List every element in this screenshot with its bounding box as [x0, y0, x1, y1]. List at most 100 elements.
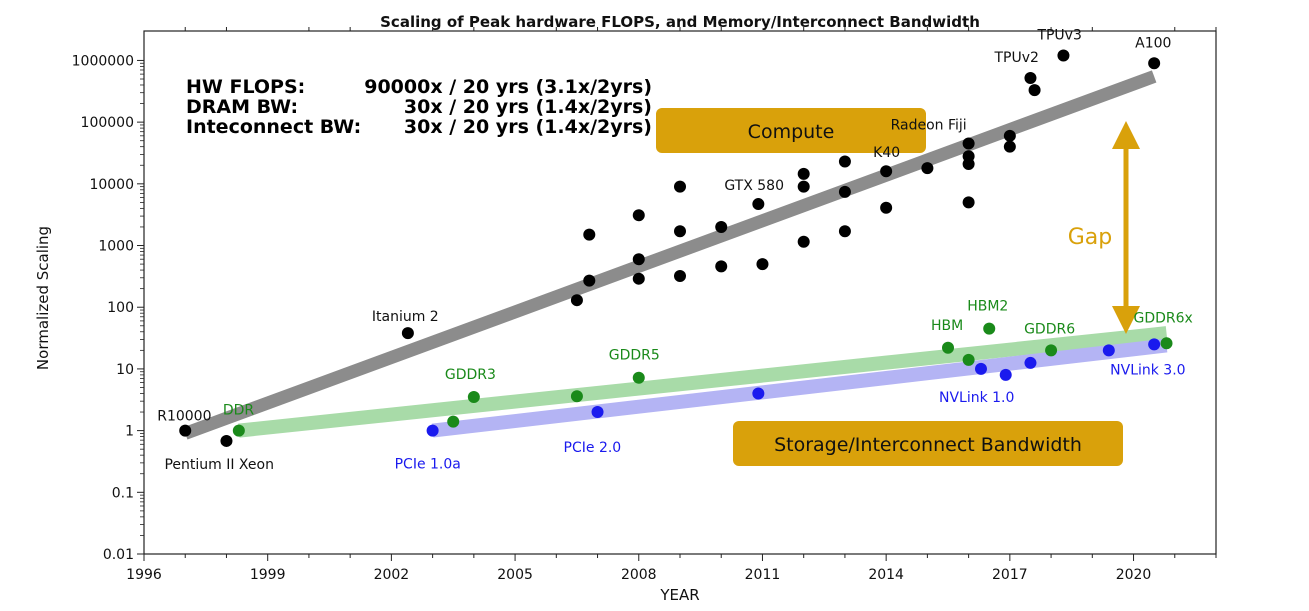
point-label: TPUv3	[1036, 28, 1081, 44]
x-axis-label: YEAR	[659, 586, 699, 604]
x-tick-label: 2014	[868, 567, 904, 583]
point-flops	[962, 196, 975, 209]
bandwidth-box	[733, 421, 1123, 466]
x-tick-label: 2020	[1116, 567, 1152, 583]
point-flops	[880, 165, 893, 178]
x-tick-label: 2017	[992, 567, 1028, 583]
x-tick-label: 2011	[745, 567, 781, 583]
point-flops	[632, 209, 645, 222]
y-tick-label: 1	[125, 424, 134, 440]
point-label: A100	[1135, 35, 1171, 51]
legend-name-dram: DRAM BW:	[186, 96, 298, 118]
x-tick-label: 2008	[621, 567, 657, 583]
y-tick-label: 100	[107, 300, 134, 316]
bandwidth-box-label: Storage/Interconnect Bandwidth	[774, 434, 1082, 456]
point-flops	[715, 260, 728, 273]
point-flops	[838, 225, 851, 238]
point-label: Radeon Fiji	[891, 118, 967, 134]
point-flops	[570, 294, 583, 307]
x-tick-label: 2002	[374, 567, 410, 583]
point-dram	[983, 322, 996, 335]
point-labels: R10000 Pentium II Xeon Itanium 2 GTX 580 K40…	[157, 28, 1193, 473]
point-dram	[632, 371, 645, 384]
point-flops	[1148, 57, 1161, 70]
point-flops	[756, 258, 769, 271]
point-label: HBM	[931, 318, 963, 334]
x-axis-ticks: 1996 1999 2002 2005 2008 2011 2014 2017 2020	[126, 27, 1217, 583]
point-dram	[467, 391, 480, 404]
data-points	[179, 49, 1173, 447]
point-label: NVLink 1.0	[939, 390, 1014, 406]
point-label: PCIe 2.0	[564, 440, 622, 456]
point-label: DDR	[223, 403, 255, 419]
point-flops	[797, 167, 810, 180]
point-dram	[447, 415, 460, 428]
point-label: GTX 580	[724, 178, 784, 194]
compute-box	[656, 108, 926, 153]
point-dram	[570, 390, 583, 403]
point-flops	[1057, 49, 1070, 62]
y-tick-label: 10	[116, 362, 134, 378]
y-axis-ticks: 0.01 0.1 1 10 100 1000 10000 100000 1000000	[72, 53, 144, 563]
legend: HW FLOPS: 90000x / 20 yrs (3.1x/2yrs) DR…	[186, 76, 652, 138]
point-flops	[921, 162, 934, 175]
x-tick-label: 2005	[497, 567, 533, 583]
point-flops	[583, 228, 596, 241]
gap-arrow-head-up	[1112, 121, 1140, 149]
legend-name-flops: HW FLOPS:	[186, 76, 305, 98]
point-interconnect	[974, 362, 987, 375]
y-tick-label: 0.01	[103, 547, 134, 563]
point-flops	[674, 225, 686, 238]
point-flops	[632, 253, 645, 266]
point-flops	[880, 201, 893, 214]
x-tick-label: 1999	[250, 567, 286, 583]
point-interconnect	[1148, 338, 1161, 351]
x-tick-label: 1996	[126, 567, 162, 583]
y-tick-label: 1000	[98, 239, 134, 255]
point-flops	[1028, 84, 1041, 97]
gap-arrow	[1112, 121, 1140, 334]
point-flops	[674, 270, 686, 283]
point-flops	[220, 434, 233, 447]
point-dram	[232, 424, 245, 437]
point-flops	[962, 157, 975, 170]
compute-box-label: Compute	[748, 121, 835, 143]
point-interconnect	[752, 387, 765, 400]
point-label: HBM2	[967, 299, 1008, 315]
point-label: PCIe 1.0a	[395, 457, 461, 473]
y-tick-label: 0.1	[112, 485, 134, 501]
point-label: Itanium 2	[372, 309, 439, 325]
gap-label: Gap	[1068, 225, 1113, 250]
point-flops	[962, 137, 975, 150]
point-flops	[674, 180, 686, 193]
point-dram	[942, 341, 954, 354]
point-flops	[838, 155, 851, 168]
point-label: TPUv2	[993, 50, 1038, 66]
trend-band-flops	[182, 70, 1157, 440]
point-dram	[962, 353, 975, 366]
legend-value-interconnect: 30x / 20 yrs (1.4x/2yrs)	[404, 116, 652, 138]
y-axis-label: Normalized Scaling	[34, 226, 52, 370]
point-flops	[752, 198, 765, 211]
point-flops	[715, 220, 728, 233]
point-interconnect	[1102, 344, 1115, 357]
point-label: GDDR3	[445, 367, 496, 383]
point-flops	[583, 274, 596, 287]
y-tick-label: 100000	[81, 115, 134, 131]
gap-arrow-head-down	[1112, 306, 1140, 334]
point-interconnect	[426, 424, 439, 437]
point-dram	[1160, 337, 1173, 350]
point-label: K40	[873, 145, 900, 161]
point-label: GDDR6x	[1134, 310, 1193, 326]
point-flops	[1024, 71, 1037, 84]
point-flops	[401, 327, 414, 340]
y-tick-label: 10000	[89, 177, 134, 193]
point-flops	[838, 185, 851, 198]
trend-lines	[182, 70, 1168, 440]
point-interconnect	[591, 406, 604, 419]
point-flops	[632, 272, 645, 285]
point-label: Pentium II Xeon	[164, 457, 274, 473]
chart-title: Scaling of Peak hardware FLOPS, and Memo…	[380, 13, 980, 31]
point-interconnect	[999, 368, 1012, 381]
point-label: GDDR6	[1024, 321, 1075, 337]
